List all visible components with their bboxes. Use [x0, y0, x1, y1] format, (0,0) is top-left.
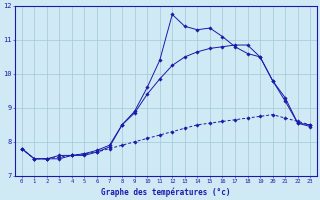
X-axis label: Graphe des températures (°c): Graphe des températures (°c)	[101, 187, 231, 197]
